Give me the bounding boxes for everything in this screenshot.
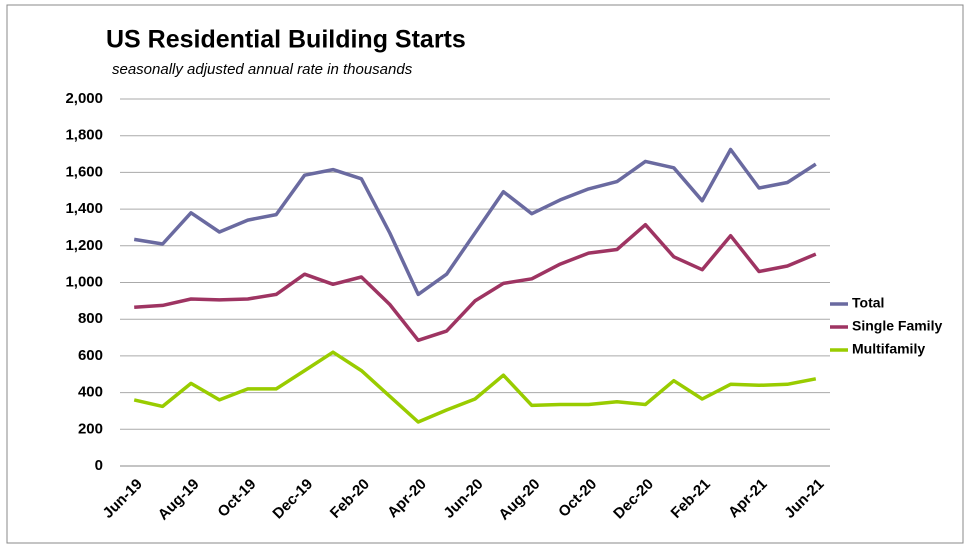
y-tick-label: 1,800 [65, 127, 103, 144]
y-tick-label: 2,000 [65, 90, 103, 107]
y-tick-label: 1,000 [65, 273, 103, 290]
line [133, 147, 817, 297]
y-tick-label: 1,200 [65, 237, 103, 254]
legend-label: Total [852, 295, 884, 311]
legend-label: Single Family [852, 318, 942, 334]
chart-title: US Residential Building Starts [106, 26, 466, 54]
chart-frame [6, 4, 964, 544]
y-tick-label: 1,400 [65, 200, 103, 217]
y-tick-label: 1,600 [65, 163, 103, 180]
line [133, 350, 817, 424]
y-tick-label: 600 [78, 347, 103, 364]
y-tick-label: 0 [95, 457, 103, 474]
legend-label: Multifamily [852, 341, 925, 357]
chart-subtitle: seasonally adjusted annual rate in thous… [112, 61, 413, 78]
y-tick-label: 800 [78, 310, 103, 327]
y-tick-label: 200 [78, 420, 103, 437]
y-tick-label: 400 [78, 384, 103, 401]
line [134, 222, 817, 343]
